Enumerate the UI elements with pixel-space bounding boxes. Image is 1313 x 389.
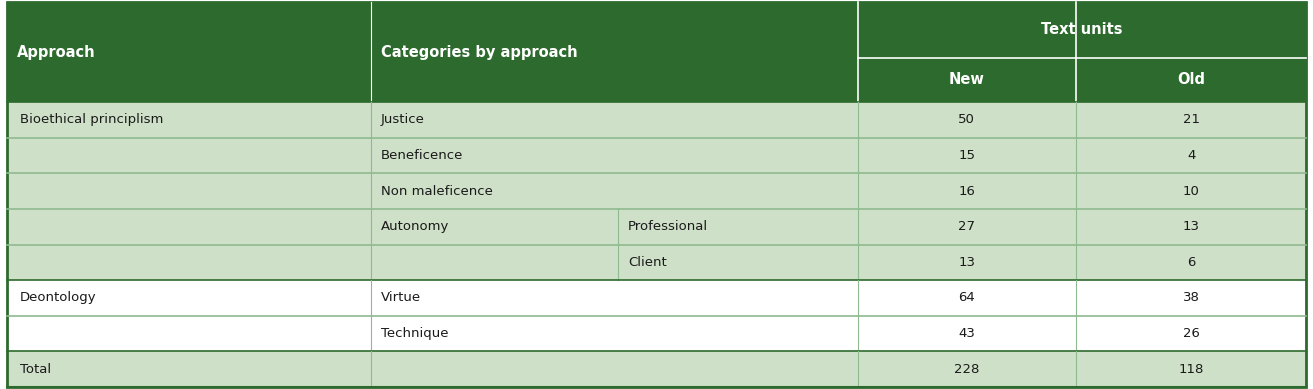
Text: 27: 27 [958, 220, 976, 233]
Bar [7, 102, 1306, 138]
Text: Total: Total [20, 363, 51, 376]
Text: 50: 50 [958, 113, 976, 126]
Text: 15: 15 [958, 149, 976, 162]
Bar [7, 316, 1306, 351]
Text: 118: 118 [1178, 363, 1204, 376]
Text: Categories by approach: Categories by approach [381, 44, 578, 60]
Text: 13: 13 [958, 256, 976, 269]
Bar [7, 351, 1306, 387]
Text: Deontology: Deontology [20, 291, 96, 305]
Bar [7, 173, 1306, 209]
Bar [7, 2, 1306, 102]
Text: 16: 16 [958, 185, 976, 198]
Text: Old: Old [1176, 72, 1205, 88]
Text: Client: Client [628, 256, 667, 269]
Bar [7, 209, 1306, 245]
Text: Autonomy: Autonomy [381, 220, 449, 233]
Bar [7, 138, 1306, 173]
Text: 4: 4 [1187, 149, 1195, 162]
Text: 26: 26 [1183, 327, 1200, 340]
Bar [7, 245, 1306, 280]
Text: Text units: Text units [1041, 22, 1123, 37]
Text: 10: 10 [1183, 185, 1200, 198]
Text: 64: 64 [958, 291, 976, 305]
Text: 43: 43 [958, 327, 976, 340]
Text: 6: 6 [1187, 256, 1195, 269]
Text: Beneficence: Beneficence [381, 149, 463, 162]
Text: 228: 228 [955, 363, 979, 376]
Text: Virtue: Virtue [381, 291, 421, 305]
Text: 13: 13 [1183, 220, 1200, 233]
Text: New: New [949, 72, 985, 88]
Text: Non maleficence: Non maleficence [381, 185, 492, 198]
Text: Approach: Approach [17, 44, 96, 60]
Text: Technique: Technique [381, 327, 449, 340]
Text: Justice: Justice [381, 113, 425, 126]
Text: Professional: Professional [628, 220, 708, 233]
Text: 38: 38 [1183, 291, 1200, 305]
Text: Bioethical principlism: Bioethical principlism [20, 113, 163, 126]
Text: 21: 21 [1183, 113, 1200, 126]
Bar [7, 280, 1306, 316]
